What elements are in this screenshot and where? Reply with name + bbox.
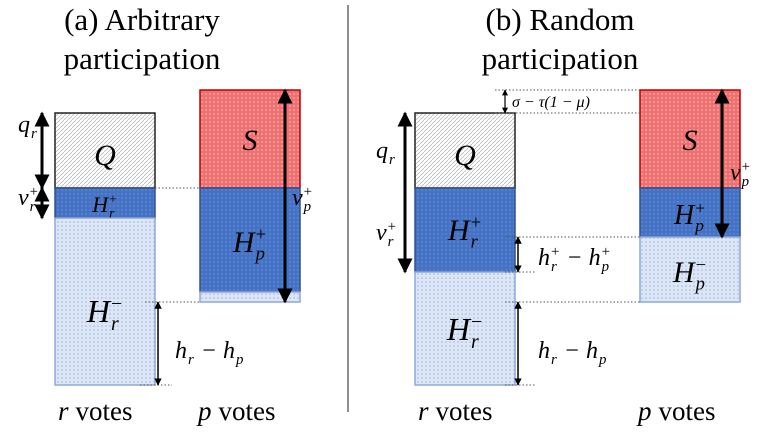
block [414,271,516,386]
footer-var: p [636,396,652,426]
footer-var: r [58,396,69,426]
panel-title: (a) Arbitrary [64,2,220,37]
math-sup: + [742,159,750,175]
math-sub: r [109,206,115,221]
math-sub: p [693,216,704,235]
math-sub: r [388,234,394,250]
panel-title: (b) Random [486,2,635,37]
math-label: H [91,192,109,217]
math-label: h [538,245,550,271]
footer-text: votes [436,396,493,426]
block [54,217,156,386]
math-label: − [566,245,582,271]
math-sub: r [471,232,479,253]
math-sup: + [256,225,267,246]
math-label: Q [94,139,116,172]
panel-title: participation [64,41,221,76]
footer-var: r [418,396,429,426]
math-label: σ − τ(1 − μ) [512,94,590,111]
math-sub: r [551,259,557,275]
math-sub: p [598,352,606,368]
math-label: Q [454,139,476,172]
math-label: S [683,124,698,157]
footer-var: p [196,396,212,426]
math-label: h [589,245,601,271]
math-label: H [232,226,257,259]
panel-title: participation [482,41,639,76]
math-sup: + [109,192,117,207]
math-label: v [730,160,741,186]
math-sup: − [471,311,482,333]
math-label: h [223,338,235,364]
math-label: − [564,338,580,364]
math-sup: − [696,255,707,276]
math-sup: − [111,293,122,315]
math-label: H [446,311,472,347]
math-sup: + [304,184,312,200]
math-sub: r [551,352,557,368]
footer-text: votes [219,396,276,426]
math-sup: + [602,244,610,260]
block [639,236,741,303]
math-sup: + [30,184,38,200]
math-sub: p [694,274,705,295]
math-label: q [376,138,388,164]
math-label: h [586,338,598,364]
math-label: v [376,220,387,246]
math-label: h [538,338,550,364]
math-sub: r [31,126,37,142]
math-label: H [86,293,112,329]
math-sub: r [471,331,479,353]
math-sub: p [235,352,243,368]
math-sup: + [551,244,559,260]
block [199,291,301,303]
math-sub: r [111,313,119,335]
math-label: S [243,124,258,157]
math-label: − [201,338,217,364]
math-sub: p [741,174,749,190]
math-label: v [292,185,303,211]
math-label: v [18,185,29,211]
math-label: H [672,256,697,289]
math-sub: r [389,152,395,168]
math-sup: + [471,213,482,234]
math-label: h [175,338,187,364]
math-sub: p [601,259,609,275]
footer-text: votes [76,396,133,426]
math-sub: r [30,199,36,215]
math-sup: + [695,198,705,217]
footer-text: votes [659,396,716,426]
math-sub: p [303,199,311,215]
math-sup: + [388,219,396,235]
math-sub: p [254,244,265,265]
math-label: q [18,112,30,138]
math-sub: r [188,352,194,368]
math-label: H [447,214,472,247]
math-label: H [673,200,696,231]
block [54,187,156,219]
